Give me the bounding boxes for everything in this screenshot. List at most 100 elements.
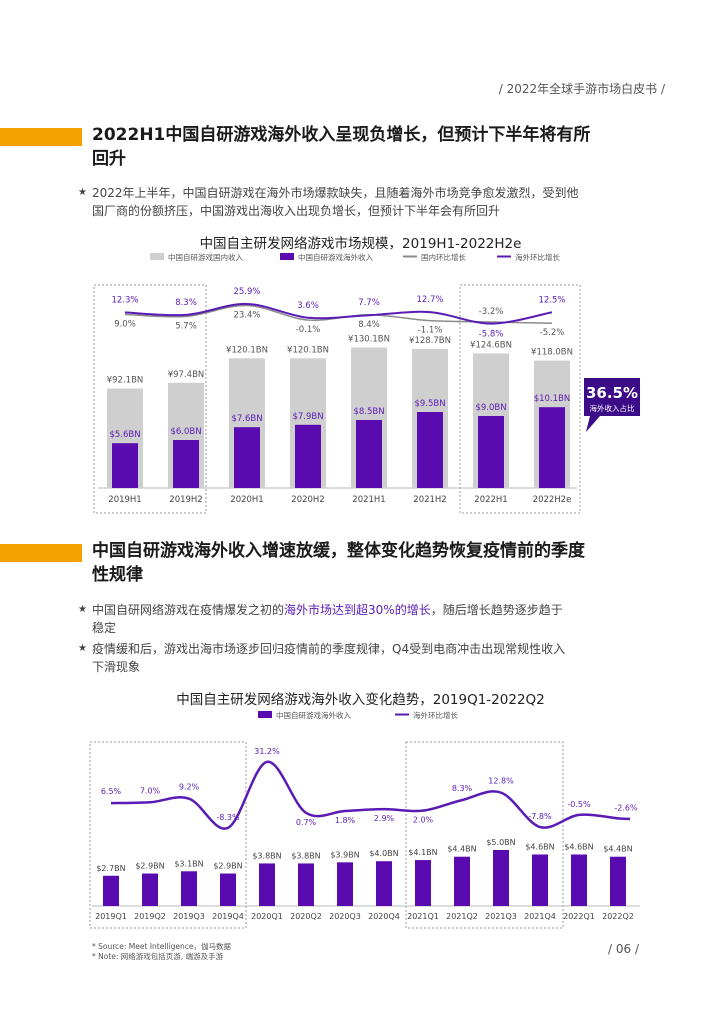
x-tick-label: 2020Q3 <box>329 912 361 921</box>
domestic-value-label: ¥120.1BN <box>287 345 329 355</box>
bar-overseas <box>493 850 509 906</box>
section1-bullet: ★ 2022年上半年，中国自研游戏在海外市场爆款缺失，且随着海外市场竞争愈发激烈… <box>78 184 662 220</box>
legend-swatch <box>150 253 164 260</box>
x-tick-label: 2020Q1 <box>251 912 283 921</box>
overseas-value-label: $8.5BN <box>353 407 384 417</box>
x-tick-label: 2021Q4 <box>524 912 556 921</box>
growth-value-label: 7.0% <box>140 786 161 795</box>
bar-overseas <box>454 856 470 906</box>
document-title: / 2022年全球手游市场白皮书 / <box>498 82 665 96</box>
domestic-value-label: ¥97.4BN <box>168 370 205 380</box>
bar-overseas <box>112 443 138 488</box>
bar-value-label: $4.4BN <box>447 845 476 854</box>
bar-value-label: $5.0BN <box>486 838 515 847</box>
overseas-value-label: $7.6BN <box>231 414 262 424</box>
domestic-growth-label: -0.1% <box>296 325 321 335</box>
bullet-line: 国厂商的份额挤压，中国游戏出海收入出现负增长，但预计下半年会有所回升 <box>92 204 501 218</box>
overseas-value-label: $6.0BN <box>170 427 201 437</box>
x-tick-label: 2019H2 <box>169 495 202 505</box>
domestic-growth-label: 23.4% <box>233 310 260 320</box>
domestic-growth-label: 9.0% <box>114 319 136 329</box>
bar-value-label: $2.7BN <box>96 864 125 873</box>
bar-overseas <box>295 424 321 488</box>
x-tick-label: 2020H2 <box>291 495 324 505</box>
x-tick-label: 2019Q4 <box>212 912 244 921</box>
legend-label: 中国自研游戏海外收入 <box>298 252 373 262</box>
x-tick-label: 2019H1 <box>108 495 141 505</box>
growth-value-label: 1.8% <box>335 816 356 825</box>
bar-value-label: $4.6BN <box>564 842 593 851</box>
growth-value-label: 6.5% <box>101 787 122 796</box>
bar-value-label: $4.0BN <box>369 849 398 858</box>
x-tick-label: 2022H1 <box>474 495 507 505</box>
callout-value: 36.5% <box>586 384 638 402</box>
section2-bullet-2: ★ 疫情缓和后，游戏出海市场逐步回归疫情前的季度规律，Q4受到电商冲击出现常规性… <box>78 640 662 676</box>
page-number: / 06 / <box>608 942 639 956</box>
chart1-svg: 中国自研游戏国内收入 中国自研游戏海外收入 国内环比增长 海外环比增长 ¥92.1BN $… <box>93 252 640 514</box>
bar-value-label: $4.4BN <box>603 845 632 854</box>
x-tick-label: 2019Q3 <box>173 912 205 921</box>
bar-value-label: $3.8BN <box>252 851 281 860</box>
x-tick-label: 2021Q2 <box>446 912 478 921</box>
domestic-growth-label: 8.4% <box>358 320 380 330</box>
section-accent-bar <box>0 544 82 562</box>
x-tick-label: 2022H2e <box>533 495 572 505</box>
legend-label: 海外环比增长 <box>515 252 560 262</box>
growth-value-label: 9.2% <box>179 783 200 792</box>
domestic-value-label: ¥120.1BN <box>226 345 268 355</box>
growth-value-label: 8.3% <box>452 784 473 793</box>
overseas-growth-label: 3.6% <box>297 301 319 311</box>
bar-value-label: $3.8BN <box>291 851 320 860</box>
overseas-value-label: $9.0BN <box>475 403 506 413</box>
growth-value-label: 0.7% <box>296 818 317 827</box>
overseas-value-label: $9.5BN <box>414 399 445 409</box>
growth-value-label: 31.2% <box>254 747 280 756</box>
bullet-line: 下滑现象 <box>92 660 141 674</box>
section2-title: 中国自研游戏海外收入增速放缓，整体变化趋势恢复疫情前的季度 性规律 <box>92 539 652 587</box>
x-tick-label: 2019Q2 <box>134 912 166 921</box>
bullet-line: 稳定 <box>92 621 117 635</box>
bar-overseas <box>539 407 565 488</box>
bullet-highlight: 海外市场达到超30%的增长 <box>284 603 431 617</box>
overseas-growth-label: 25.9% <box>233 287 260 297</box>
growth-value-label: -0.5% <box>567 800 591 809</box>
bar-overseas <box>376 861 392 906</box>
bar-overseas <box>415 860 431 906</box>
bar-overseas <box>259 863 275 906</box>
highlight-box <box>459 284 581 514</box>
domestic-value-label: ¥130.1BN <box>348 334 390 344</box>
section1-title-line2: 回升 <box>92 149 126 169</box>
x-tick-label: 2020H1 <box>230 495 263 505</box>
legend-label: 国内环比增长 <box>421 252 466 262</box>
x-tick-label: 2021Q1 <box>407 912 439 921</box>
overseas-growth-line <box>110 760 631 830</box>
growth-value-label: 12.8% <box>488 777 514 786</box>
overseas-growth-label: 8.3% <box>175 298 197 308</box>
callout-box <box>584 378 640 432</box>
bar-value-label: $4.1BN <box>408 848 437 857</box>
bullet-text: 中国自研网络游戏在疫情爆发之初的 <box>92 603 285 617</box>
overseas-growth-label: 7.7% <box>358 298 380 308</box>
overseas-growth-label: 12.7% <box>416 295 443 305</box>
star-bullet-icon: ★ <box>78 604 87 615</box>
bar-overseas <box>356 420 382 488</box>
bar-value-label: $3.1BN <box>174 859 203 868</box>
bar-overseas <box>610 856 626 906</box>
growth-value-label: 2.0% <box>413 816 434 825</box>
chart2-svg: 中国自研游戏海外收入 海外环比增长 $2.7BN 2019Q1 $2.9BN 2019Q2… <box>89 710 640 929</box>
x-tick-label: 2021H2 <box>413 495 446 505</box>
bar-value-label: $4.6BN <box>525 842 554 851</box>
section1-title-line1: 2022H1中国自研游戏海外收入呈现负增长，但预计下半年将有所 <box>92 125 591 145</box>
x-tick-label: 2022Q1 <box>563 912 595 921</box>
bar-value-label: $3.9BN <box>330 850 359 859</box>
overseas-value-label: $10.1BN <box>534 394 571 404</box>
domestic-growth-label: -1.1% <box>418 326 443 336</box>
section2-title-line2: 性规律 <box>92 565 143 585</box>
legend-swatch <box>280 253 294 260</box>
legend-label: 中国自研游戏国内收入 <box>168 252 243 262</box>
legend-label: 中国自研游戏海外收入 <box>276 710 351 720</box>
domestic-growth-label: 5.7% <box>175 321 197 331</box>
growth-value-label: -8.3% <box>216 813 240 822</box>
overseas-growth-label: -5.8% <box>479 330 504 340</box>
bar-overseas <box>417 412 443 488</box>
